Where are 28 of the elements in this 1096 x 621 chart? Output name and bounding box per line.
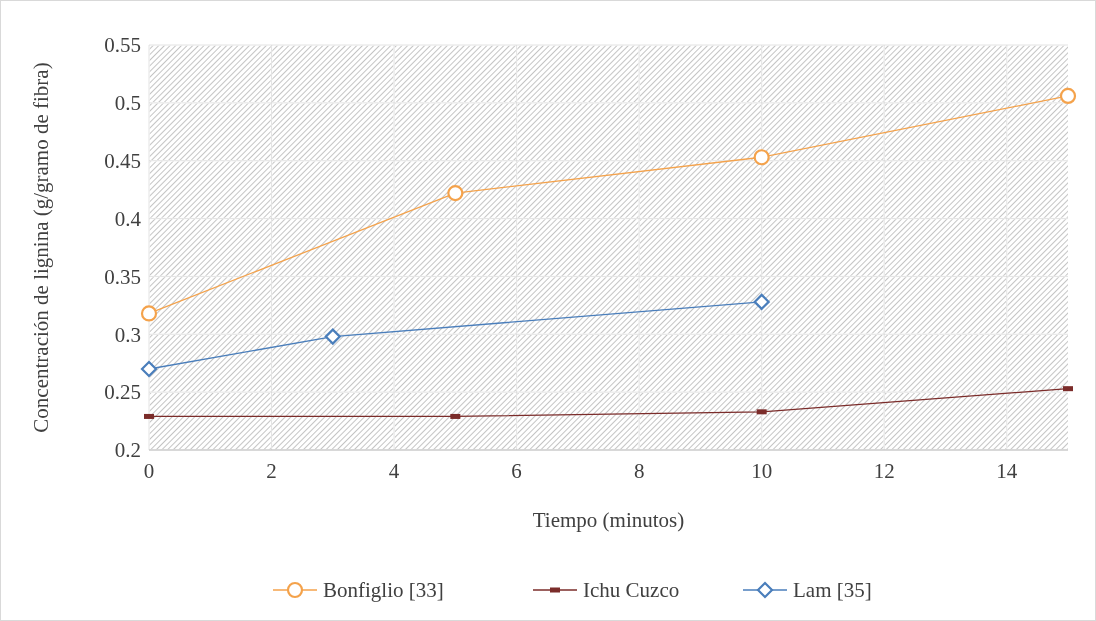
point	[753, 149, 770, 166]
x-tick-label: 10	[751, 459, 773, 483]
x-tick-label: 6	[511, 459, 522, 483]
x-tick-label: 14	[996, 459, 1018, 483]
y-tick-label: 0.45	[104, 149, 141, 174]
legend-label: Lam [35]	[793, 578, 872, 603]
point	[447, 185, 464, 202]
y-tick-label: 0.2	[114, 438, 141, 463]
point	[324, 328, 341, 345]
x-axis-title: Tiempo (minutos)	[532, 508, 685, 532]
x-tick-label: 8	[633, 459, 645, 483]
y-tick-label: 0.35	[104, 264, 141, 289]
y-tick-label: 0.25	[104, 380, 141, 405]
y-tick-label: 0.4	[114, 206, 142, 231]
y-tick-label: 0.5	[114, 91, 141, 116]
point	[140, 360, 158, 378]
point	[1059, 87, 1077, 105]
point	[140, 305, 158, 322]
legend-label: Bonfiglio [33]	[323, 578, 444, 603]
x-tick-label: 0	[143, 459, 155, 483]
y-tick-label: 0.3	[114, 322, 141, 347]
point	[753, 293, 770, 310]
x-tick-label: 4	[388, 459, 400, 483]
y-axis-title: Concentración de lignina (g/gramo de fibra)	[29, 62, 53, 433]
x-tick-label: 2	[266, 459, 277, 483]
y-tick-label: 0.55	[104, 33, 141, 58]
legend-label: Ichu Cuzco	[583, 578, 680, 603]
x-tick-label: 12	[873, 459, 895, 483]
